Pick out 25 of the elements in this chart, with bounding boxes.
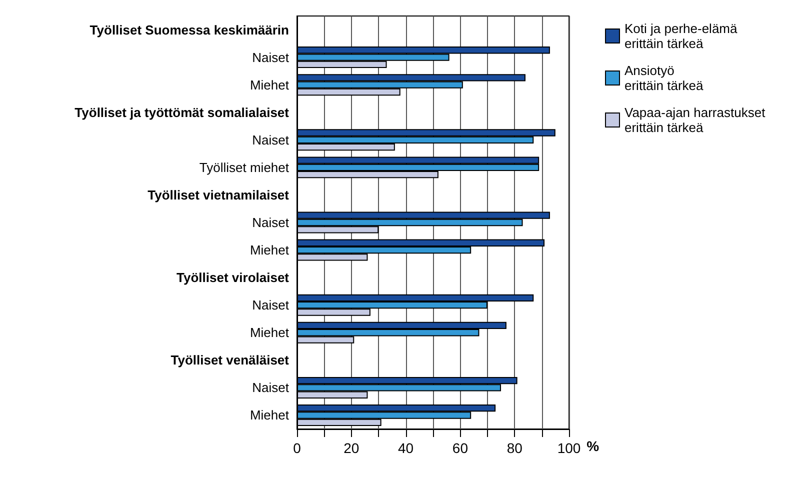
x-tick-label: 80 [506,440,523,456]
y-tick-label: Naiset [252,50,290,65]
x-tick-label: 100 [557,440,581,456]
y-tick-label: Naiset [252,215,290,230]
y-tick-label: Työlliset ja työttömät somalialaiset [74,104,290,120]
x-tick-label: 20 [344,440,360,456]
x-axis-title: % [586,438,600,454]
y-tick-label: Miehet [250,408,290,423]
y-tick-label: Naiset [252,298,290,313]
y-tick-label: Miehet [250,325,290,340]
legend-label: Vapaa-ajan harrastukset erittäin tärkeä [624,105,766,135]
x-tick-label: 60 [452,440,468,456]
y-tick-label: Työlliset Suomessa keskimäärin [90,22,290,38]
y-tick-label: Työlliset venäläiset [170,352,290,368]
y-tick-label: Miehet [250,242,290,258]
x-tick-label: 0 [293,440,302,456]
x-tick-label: 40 [398,440,414,456]
legend-label: Ansiotyö erittäin tärkeä [624,63,704,93]
y-tick-label: Työlliset miehet [199,160,290,175]
y-tick-label: Naiset [252,380,290,396]
y-tick-label: Työlliset virolaiset [176,270,290,286]
y-tick-label: Naiset [252,132,290,148]
legend-label: Koti ja perhe-elämä erittäin tärkeä [624,21,738,51]
y-tick-label: Työlliset vietnamilaiset [148,187,290,202]
y-tick-label: Miehet [250,77,290,92]
